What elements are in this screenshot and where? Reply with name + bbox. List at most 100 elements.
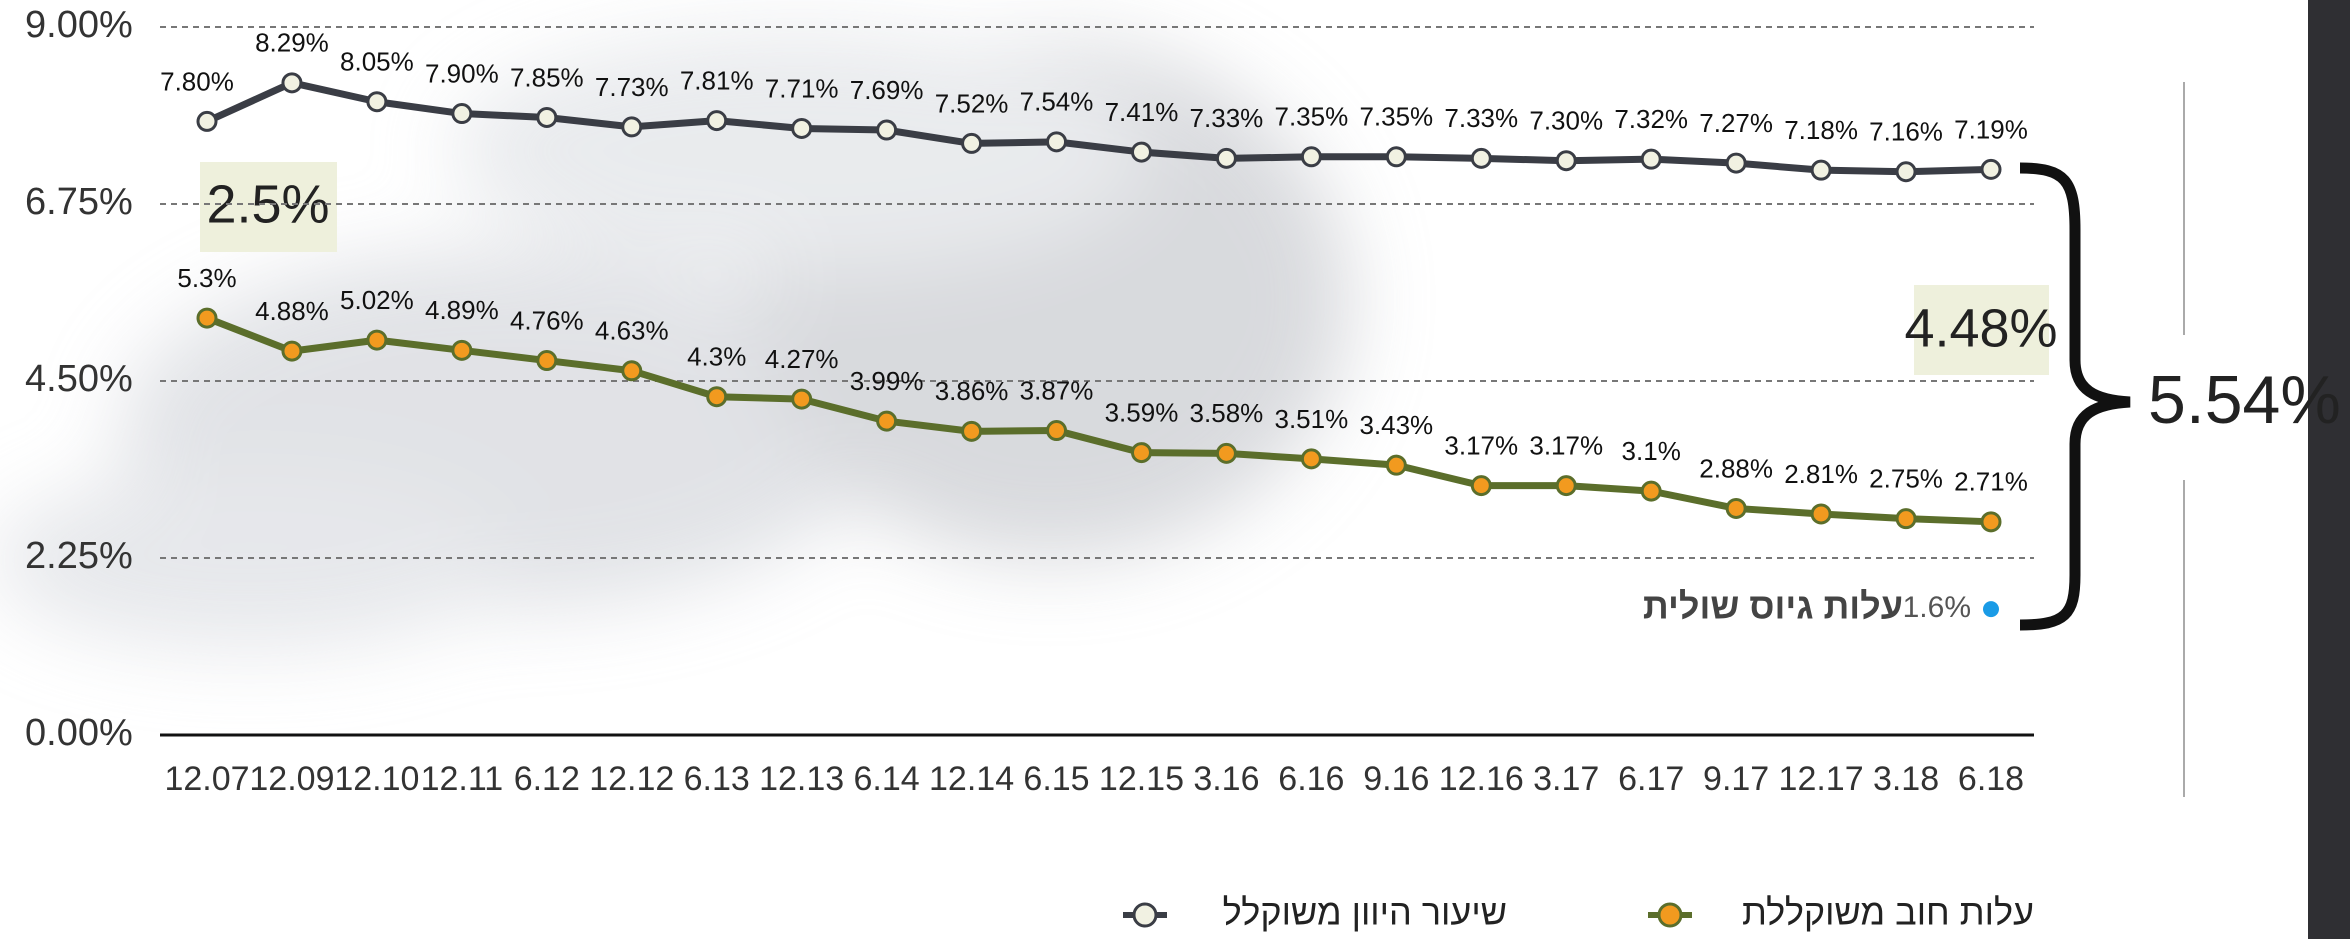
data-label: 4.76% bbox=[510, 305, 584, 335]
data-label: 3.17% bbox=[1529, 431, 1603, 461]
data-label: 3.58% bbox=[1190, 398, 1264, 428]
data-label: 5.02% bbox=[340, 285, 414, 315]
legend-label: שיעור היוון משוקלל bbox=[1223, 892, 1507, 933]
smoke-background bbox=[0, 30, 1350, 650]
point bbox=[961, 420, 983, 442]
data-label: 7.18% bbox=[1784, 115, 1858, 145]
data-label: 7.90% bbox=[425, 58, 499, 88]
marginal-point bbox=[1983, 601, 1999, 618]
annotation-box bbox=[1914, 285, 2049, 375]
point bbox=[1130, 442, 1152, 464]
data-label: 7.54% bbox=[1020, 87, 1094, 117]
data-label: 7.73% bbox=[595, 72, 669, 102]
x-tick-label: 12.07 bbox=[164, 760, 249, 798]
data-label: 2.71% bbox=[1954, 467, 2028, 497]
point bbox=[706, 110, 728, 132]
data-label: 7.19% bbox=[1954, 114, 2028, 144]
point bbox=[1130, 141, 1152, 163]
point bbox=[1980, 511, 2002, 533]
point bbox=[1810, 159, 1832, 181]
point bbox=[1300, 146, 1322, 168]
x-tick-label: 6.14 bbox=[854, 760, 920, 798]
point bbox=[961, 132, 983, 154]
annotation-box bbox=[200, 162, 337, 252]
data-label: 7.69% bbox=[850, 75, 924, 105]
point bbox=[536, 350, 558, 372]
point bbox=[451, 103, 473, 125]
x-tick-label: 12.15 bbox=[1099, 760, 1184, 798]
series-line bbox=[205, 314, 1992, 526]
point bbox=[196, 307, 218, 329]
data-label: 7.35% bbox=[1275, 102, 1349, 132]
x-tick-label: 3.17 bbox=[1533, 760, 1599, 798]
data-label: 4.89% bbox=[425, 295, 499, 325]
point bbox=[1046, 131, 1068, 153]
x-tick-label: 12.11 bbox=[421, 760, 504, 798]
point bbox=[791, 388, 813, 410]
point bbox=[1640, 480, 1662, 502]
data-label: 3.87% bbox=[1020, 375, 1094, 405]
point bbox=[1385, 454, 1407, 476]
data-label: 3.59% bbox=[1105, 397, 1179, 427]
point bbox=[281, 340, 303, 362]
data-label: 4.3% bbox=[687, 342, 746, 372]
x-tick-label: 12.14 bbox=[929, 760, 1014, 798]
marginal-label: 1.6% bbox=[1903, 591, 1971, 624]
x-tick-label: 6.12 bbox=[514, 760, 580, 798]
point bbox=[1215, 442, 1237, 464]
point bbox=[876, 410, 898, 432]
x-tick-label: 6.18 bbox=[1958, 760, 2024, 798]
data-label: 7.30% bbox=[1529, 106, 1603, 136]
x-tick-label: 3.16 bbox=[1193, 760, 1259, 798]
point bbox=[621, 116, 643, 138]
x-tick-label: 6.16 bbox=[1278, 760, 1344, 798]
point bbox=[1895, 508, 1917, 530]
x-tick-label: 9.16 bbox=[1363, 760, 1429, 798]
x-tick-label: 9.17 bbox=[1703, 760, 1769, 798]
y-tick-label: 0.00% bbox=[25, 712, 133, 754]
data-label: 7.85% bbox=[510, 62, 584, 92]
x-tick-label: 3.18 bbox=[1873, 760, 1939, 798]
data-label: 4.63% bbox=[595, 316, 669, 346]
x-tick-label: 12.12 bbox=[589, 760, 674, 798]
data-label: 4.88% bbox=[255, 296, 329, 326]
point bbox=[1555, 150, 1577, 172]
data-label: 7.52% bbox=[935, 88, 1009, 118]
x-tick-label: 12.13 bbox=[759, 760, 844, 798]
data-label: 3.43% bbox=[1359, 410, 1433, 440]
data-label: 8.29% bbox=[255, 28, 329, 58]
x-tick-label: 12.09 bbox=[249, 760, 334, 798]
data-label: 2.75% bbox=[1869, 464, 1943, 494]
brace bbox=[2019, 162, 2131, 631]
point bbox=[791, 117, 813, 139]
annotation: 4.48% bbox=[1904, 298, 2057, 358]
point bbox=[451, 339, 473, 361]
point bbox=[1980, 158, 2002, 180]
point bbox=[196, 110, 218, 132]
data-label: 2.88% bbox=[1699, 453, 1773, 483]
point bbox=[706, 386, 728, 408]
annotation: 5.54% bbox=[2148, 362, 2341, 438]
x-tick-label: 12.17 bbox=[1779, 760, 1864, 798]
point bbox=[1725, 152, 1747, 174]
marginal-name: עלות גיוס שולית bbox=[1643, 586, 1903, 627]
x-tick-label: 12.10 bbox=[334, 760, 419, 798]
point bbox=[1470, 147, 1492, 169]
point bbox=[1215, 147, 1237, 169]
point bbox=[1046, 420, 1068, 442]
data-label: 4.27% bbox=[765, 344, 839, 374]
point bbox=[1895, 161, 1917, 183]
legend-marker bbox=[1132, 902, 1158, 928]
data-label: 7.35% bbox=[1359, 102, 1433, 132]
data-label: 7.33% bbox=[1444, 103, 1518, 133]
point bbox=[1640, 148, 1662, 170]
point bbox=[876, 119, 898, 141]
data-label: 7.16% bbox=[1869, 117, 1943, 147]
data-label: 3.17% bbox=[1444, 431, 1518, 461]
data-label: 7.80% bbox=[160, 66, 234, 96]
legend-marker bbox=[1657, 902, 1683, 928]
data-label: 7.32% bbox=[1614, 104, 1688, 134]
data-label: 7.71% bbox=[765, 73, 839, 103]
data-label: 8.05% bbox=[340, 47, 414, 77]
